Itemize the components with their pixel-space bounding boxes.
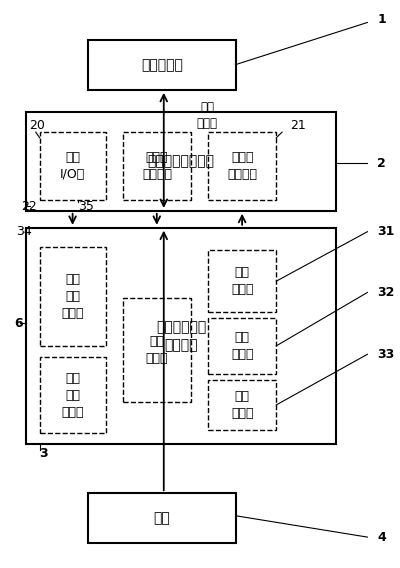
Bar	[26, 112, 336, 211]
Text: 温度
传感器: 温度 传感器	[231, 266, 254, 296]
Bar	[123, 132, 191, 199]
Text: 串行
传输口: 串行 传输口	[197, 101, 218, 130]
Text: 31: 31	[377, 225, 394, 238]
Text: 工控计算机: 工控计算机	[141, 58, 183, 72]
Text: 20: 20	[29, 119, 45, 132]
Text: 飞机舱窗组件
试验装置: 飞机舱窗组件 试验装置	[156, 320, 206, 352]
Text: 6: 6	[14, 317, 23, 330]
Text: 4: 4	[377, 531, 386, 544]
Bar	[208, 250, 276, 312]
Bar	[40, 132, 106, 199]
Text: 22: 22	[21, 200, 37, 213]
Bar	[88, 493, 236, 543]
Text: 可编程逻辑控制器: 可编程逻辑控制器	[148, 154, 215, 169]
Bar	[208, 318, 276, 374]
Text: 3: 3	[40, 448, 48, 460]
Bar	[88, 40, 236, 90]
Text: 34: 34	[16, 225, 32, 238]
Text: 数字
I/O口: 数字 I/O口	[60, 151, 85, 181]
Bar	[208, 379, 276, 430]
Text: 进气
开关
电磁阀: 进气 开关 电磁阀	[61, 273, 84, 320]
Text: 33: 33	[377, 348, 394, 361]
Bar	[40, 248, 106, 346]
Bar	[26, 228, 336, 444]
Text: 压力
传感器: 压力 传感器	[231, 331, 254, 361]
Text: 电气
比例阀: 电气 比例阀	[146, 335, 168, 365]
Text: 排气
开关
电磁阀: 排气 开关 电磁阀	[61, 371, 84, 419]
Text: 35: 35	[78, 200, 94, 213]
Text: 位移
传感器: 位移 传感器	[231, 390, 254, 420]
Bar	[40, 357, 106, 433]
Bar	[208, 132, 276, 199]
Text: 气源: 气源	[154, 511, 170, 525]
Text: 模拟量
输入模块: 模拟量 输入模块	[227, 151, 257, 181]
Bar	[123, 298, 191, 402]
Text: 21: 21	[290, 119, 306, 132]
Text: 模拟量
输出模块: 模拟量 输出模块	[142, 151, 172, 181]
Text: 2: 2	[377, 157, 386, 170]
Text: 32: 32	[377, 286, 394, 299]
Text: 1: 1	[377, 13, 386, 26]
